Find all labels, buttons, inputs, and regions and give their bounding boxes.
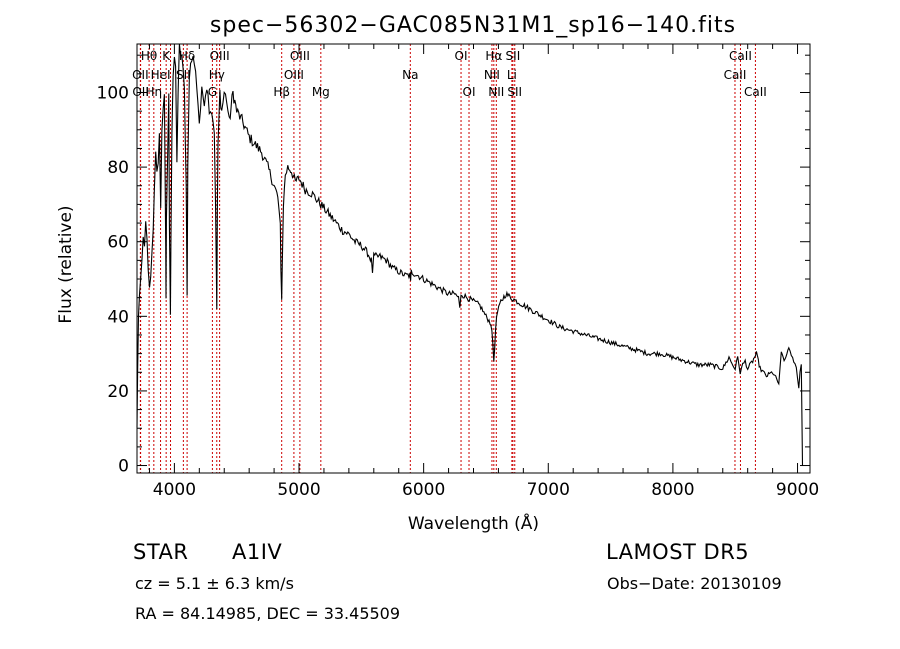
y-tick-label: 20 xyxy=(107,382,129,402)
line-label: OI xyxy=(463,85,476,99)
object-class: STAR xyxy=(133,540,189,564)
line-label: Hη xyxy=(146,85,163,99)
line-label: K xyxy=(162,49,171,63)
line-label: Li xyxy=(507,68,517,82)
line-label: OIII xyxy=(284,68,304,82)
chart-title: spec−56302−GAC085N31M1_sp16−140.fits xyxy=(210,13,736,38)
line-label: SII xyxy=(506,49,521,63)
line-label: OIII xyxy=(290,49,310,63)
x-axis-label: Wavelength (Å) xyxy=(408,512,539,534)
y-tick-label: 40 xyxy=(107,307,129,327)
line-label: G xyxy=(208,85,217,99)
emission-line-labels: Hθ K Hδ OIII OIII OI Hα SII CaII OII HeI SII Hγ OIII N… xyxy=(132,49,767,99)
line-label: OI xyxy=(455,49,468,63)
line-label: OII xyxy=(132,68,149,82)
x-tick-label: 5000 xyxy=(277,480,320,500)
line-label: HeI xyxy=(151,68,171,82)
y-tick-label: 100 xyxy=(97,83,129,103)
survey-name: LAMOST DR5 xyxy=(606,540,750,564)
spectral-subclass: A1IV xyxy=(232,540,283,564)
line-label: SII xyxy=(507,85,522,99)
y-tick-label: 60 xyxy=(107,233,129,253)
x-tick-label: 9000 xyxy=(776,480,819,500)
y-tick-label: 80 xyxy=(107,158,129,178)
coordinates: RA = 84.14985, DEC = 33.45509 xyxy=(135,604,401,623)
line-label: Mg xyxy=(312,85,330,99)
x-axis-ticks: 4000 5000 6000 7000 8000 9000 xyxy=(148,44,819,500)
x-tick-label: 8000 xyxy=(651,480,694,500)
emission-line-markers xyxy=(139,44,756,473)
line-label: Hγ xyxy=(209,68,225,82)
line-label: Hα xyxy=(485,49,502,63)
line-label: CaII xyxy=(729,49,752,63)
x-tick-label: 4000 xyxy=(153,480,196,500)
line-label: CaII xyxy=(744,85,767,99)
observation-date: Obs−Date: 20130109 xyxy=(607,574,782,593)
x-tick-label: 7000 xyxy=(527,480,570,500)
x-tick-label: 6000 xyxy=(402,480,445,500)
y-tick-label: 0 xyxy=(118,457,129,477)
line-label: OIII xyxy=(210,49,230,63)
line-label: CaII xyxy=(724,68,747,82)
line-label: Hβ xyxy=(273,85,290,99)
spectrum-line xyxy=(136,43,804,466)
line-label: Na xyxy=(402,68,418,82)
line-label: Hδ xyxy=(179,49,195,63)
line-label: NII xyxy=(488,85,504,99)
y-axis-label: Flux (relative) xyxy=(56,205,76,323)
line-label: NII xyxy=(484,68,500,82)
y-axis-ticks: 0 20 40 60 80 100 xyxy=(97,54,810,477)
redshift-value: cz = 5.1 ± 6.3 km/s xyxy=(135,574,294,593)
line-label: Hθ xyxy=(141,49,157,63)
spectrum-series xyxy=(136,43,804,466)
